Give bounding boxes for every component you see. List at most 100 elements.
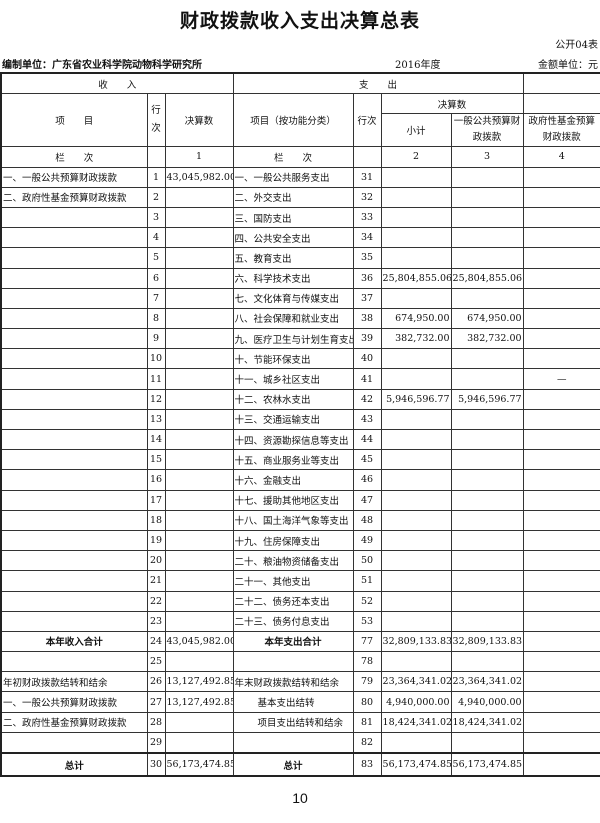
expense-general <box>450 610 524 632</box>
table-row: 6 六、科学技术支出 36 25,804,855.06 25,804,855.06 <box>0 267 600 289</box>
income-line-no: 1 <box>146 166 166 188</box>
expense-fund <box>522 529 600 552</box>
form-number: 公开04表 <box>555 40 598 51</box>
table-row: 总计 30 56,173,474.85 总计 83 56,173,474.85 56,173… <box>0 752 600 777</box>
expense-general <box>450 166 524 188</box>
income-item <box>0 206 148 229</box>
expense-item: 总计 <box>232 752 354 777</box>
expense-fund <box>522 711 600 733</box>
table-row: 25 78 <box>0 651 600 673</box>
income-line-no: 11 <box>146 368 166 390</box>
expense-item: 二、外交支出 <box>232 186 354 208</box>
table-row: 10 十、节能环保支出 40 <box>0 348 600 370</box>
expense-subtotal: 25,804,855.06 <box>380 267 452 289</box>
expense-fund <box>522 449 600 471</box>
expense-item: 二十一、其他支出 <box>232 570 354 592</box>
expense-general <box>450 287 524 309</box>
income-line-no: 26 <box>146 671 166 693</box>
expense-line-no: 44 <box>352 428 382 451</box>
table-row: 4 四、公共安全支出 34 <box>0 227 600 249</box>
income-line-no: 15 <box>146 449 166 471</box>
income-line-no: 13 <box>146 408 166 431</box>
expense-item: 二十三、债务付息支出 <box>232 610 354 632</box>
expense-item: 六、科学技术支出 <box>232 267 354 289</box>
expense-item: 七、文化体育与传媒支出 <box>232 287 354 309</box>
income-line-no: 2 <box>146 186 166 208</box>
expense-item: 十八、国土海洋气象等支出 <box>232 509 354 531</box>
expense-line-no: 82 <box>352 731 382 754</box>
income-line-no: 5 <box>146 247 166 269</box>
expense-subtotal <box>380 469 452 491</box>
income-amount <box>164 307 234 330</box>
income-item: 一、一般公共预算财政拨款 <box>0 166 148 188</box>
expense-fund <box>522 206 600 229</box>
reporting-unit: 编制单位：广东省农业科学院动物科学研究所 <box>2 60 202 71</box>
expense-line-no: 53 <box>352 610 382 632</box>
income-item: 二、政府性基金预算财政拨款 <box>0 186 148 208</box>
expense-subtotal: 23,364,341.02 <box>380 671 452 693</box>
expense-line-no: 37 <box>352 287 382 309</box>
expense-general <box>450 651 524 673</box>
table-row: 21 二十一、其他支出 51 <box>0 570 600 592</box>
expense-general: 5,946,596.77 <box>450 388 524 410</box>
expense-line-no: 48 <box>352 509 382 531</box>
table-row: 29 82 <box>0 731 600 754</box>
expense-line-no: 80 <box>352 691 382 713</box>
income-line-no: 28 <box>146 711 166 733</box>
income-amount <box>164 186 234 208</box>
expense-fund <box>522 287 600 309</box>
expense-subtotal: 382,732.00 <box>380 328 452 350</box>
expense-item: 项目支出结转和结余 <box>232 711 354 733</box>
income-line-no: 12 <box>146 388 166 410</box>
expense-item: 十四、资源勘探信息等支出 <box>232 428 354 451</box>
income-line-no: 7 <box>146 287 166 309</box>
expense-fund <box>522 307 600 330</box>
income-amount <box>164 328 234 350</box>
income-header: 收 入 <box>0 72 234 95</box>
income-line-no: 22 <box>146 590 166 612</box>
expense-general: 25,804,855.06 <box>450 267 524 289</box>
expense-line-no: 47 <box>352 489 382 511</box>
expense-fund <box>522 428 600 451</box>
expense-item: 二十、粮油物资储备支出 <box>232 550 354 572</box>
expense-line-no: 77 <box>352 630 382 653</box>
income-amount <box>164 570 234 592</box>
income-amount <box>164 529 234 552</box>
table-row: 19 十九、住房保障支出 49 <box>0 529 600 552</box>
expense-general <box>450 509 524 531</box>
income-line-no: 20 <box>146 550 166 572</box>
expense-fund <box>522 469 600 491</box>
table-row: 17 十七、援助其他地区支出 47 <box>0 489 600 511</box>
income-amount <box>164 348 234 370</box>
expense-general: 56,173,474.85 <box>450 752 524 777</box>
table-row: 一、一般公共预算财政拨款 27 13,127,492.85 基本支出结转 80 4,940… <box>0 691 600 713</box>
expense-item: 十三、交通运输支出 <box>232 408 354 431</box>
expense-subtotal: 4,940,000.00 <box>380 691 452 713</box>
expense-general <box>450 348 524 370</box>
income-amount <box>164 711 234 733</box>
expense-item: 四、公共安全支出 <box>232 227 354 249</box>
table-row: 3 三、国防支出 33 <box>0 206 600 229</box>
income-item <box>0 307 148 330</box>
expense-fund <box>522 408 600 431</box>
page-number: 10 <box>292 790 308 806</box>
expense-general <box>450 469 524 491</box>
expense-item: 基本支出结转 <box>232 691 354 713</box>
expense-subtotal <box>380 509 452 531</box>
income-item: 本年收入合计 <box>0 630 148 653</box>
income-item <box>0 489 148 511</box>
expense-line-no: 78 <box>352 651 382 673</box>
expense-item: 本年支出合计 <box>232 630 354 653</box>
expense-subtotal: 5,946,596.77 <box>380 388 452 410</box>
expense-general <box>450 186 524 208</box>
expense-general <box>450 489 524 511</box>
expense-line-no: 31 <box>352 166 382 188</box>
general-budget-header: 一般公共预算财政拨款 <box>450 113 524 148</box>
expense-line-no: 45 <box>352 449 382 471</box>
expense-fund <box>522 166 600 188</box>
fund-budget-header: 政府性基金预算财政拨款 <box>522 113 600 148</box>
income-item <box>0 227 148 249</box>
income-item <box>0 610 148 632</box>
expense-line-no: 43 <box>352 408 382 431</box>
table-row: 二、政府性基金预算财政拨款 28 项目支出结转和结余 81 18,424,341.02 1… <box>0 711 600 733</box>
